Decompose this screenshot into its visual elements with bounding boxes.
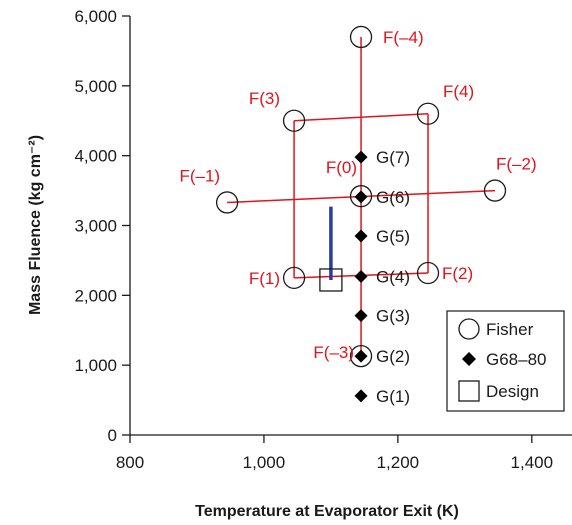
legend: Fisher G68–80 Design xyxy=(446,310,565,412)
y-tick-label: 2,000 xyxy=(74,286,117,305)
fisher-point xyxy=(349,25,373,49)
fisher-point xyxy=(349,185,373,208)
fisher-point xyxy=(282,266,306,290)
y-tick-label: 5,000 xyxy=(74,77,117,96)
legend-fisher-marker xyxy=(458,318,480,340)
y-tick-label: 4,000 xyxy=(74,147,117,166)
fisher-point-label: F(3) xyxy=(249,89,280,108)
x-axis-title: Temperature at Evaporator Exit (K) xyxy=(195,503,459,520)
legend-fisher-label: Fisher xyxy=(486,320,534,339)
fisher-point-label: F(–1) xyxy=(179,166,220,185)
data-marks xyxy=(215,25,507,403)
g68-point-label: G(6) xyxy=(376,188,410,207)
fisher-point-label: F(–2) xyxy=(496,155,537,174)
g68-point-label: G(2) xyxy=(376,347,410,366)
legend-design-marker xyxy=(458,380,480,402)
x-tick-label: 1,400 xyxy=(511,453,554,472)
point-labels: F(–4) F(3) F(4) F(–1) F(0) F(–2) F(1) F(2) F(–3)… xyxy=(179,28,536,406)
g68-point xyxy=(354,229,368,243)
fisher-point-label: F(0) xyxy=(326,158,357,177)
g68-point-label: G(7) xyxy=(376,148,410,167)
axes: 0 1,000 2,000 3,000 4,000 5,000 6,000 800 1,000 1… xyxy=(74,7,572,472)
g68-point xyxy=(354,269,368,283)
fisher-point xyxy=(483,179,507,202)
g68-point xyxy=(354,389,368,403)
y-tick-label: 3,000 xyxy=(74,217,117,236)
g68-point-label: G(3) xyxy=(376,307,410,326)
x-tick-label: 1,200 xyxy=(377,453,420,472)
fisher-point xyxy=(416,102,440,125)
y-tick-label: 0 xyxy=(108,426,117,445)
fisher-point-label: F(–4) xyxy=(383,28,424,47)
fisher-point-label: F(4) xyxy=(443,82,474,101)
fisher-point xyxy=(215,191,239,214)
y-tick-label: 6,000 xyxy=(74,7,117,26)
g68-point xyxy=(354,349,368,363)
fisher-point xyxy=(349,344,373,368)
fisher-box-top xyxy=(294,113,429,122)
x-tick-label: 1,000 xyxy=(243,453,286,472)
x-tick-label: 800 xyxy=(116,453,144,472)
g68-point-label: G(5) xyxy=(376,227,410,246)
g68-point-label: G(4) xyxy=(376,267,410,286)
y-axis-title: Mass Fluence (kg cm⁻²) xyxy=(27,135,44,315)
legend-design-label: Design xyxy=(486,382,539,401)
g68-point xyxy=(354,190,368,204)
g68-point xyxy=(354,150,368,164)
fisher-point xyxy=(416,261,440,285)
fisher-point-label: F(2) xyxy=(442,264,473,283)
fisher-point-label: F(1) xyxy=(249,269,280,288)
fisher-point-label: F(–3) xyxy=(313,343,354,362)
g68-point xyxy=(354,309,368,323)
design-point xyxy=(319,268,343,292)
legend-g68-marker xyxy=(462,352,476,366)
y-tick-label: 1,000 xyxy=(74,356,117,375)
fisher-point xyxy=(282,109,306,132)
legend-g68-label: G68–80 xyxy=(486,350,547,369)
g68-point-label: G(1) xyxy=(376,387,410,406)
